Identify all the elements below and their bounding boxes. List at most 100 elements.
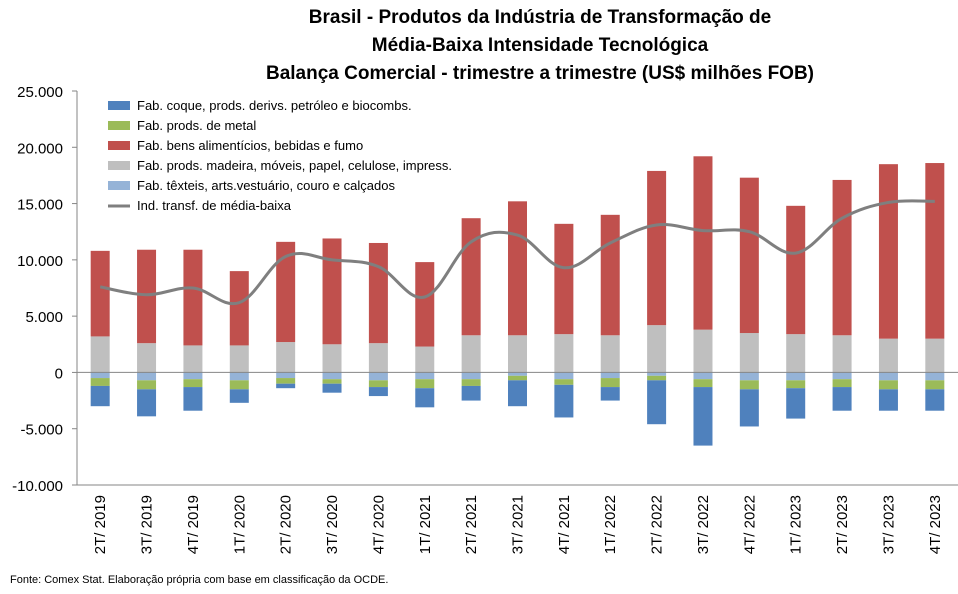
bar-segment [693, 156, 713, 330]
legend-label: Ind. transf. de média-baixa [137, 198, 292, 213]
legend-swatch [108, 141, 130, 150]
legend-swatch [108, 161, 130, 170]
bar-segment [647, 170, 667, 326]
bar-segment [739, 333, 759, 373]
legend-label: Fab. têxteis, arts.vestuário, couro e ca… [137, 178, 395, 193]
x-tick-label: 4T/ 2022 [741, 495, 758, 554]
y-tick-label: 15.000 [17, 197, 63, 214]
bar-segment [368, 387, 388, 397]
bar-segment [786, 334, 806, 373]
x-tick-label: 4T/ 2023 [927, 495, 944, 554]
source-note: Fonte: Comex Stat. Elaboração própria co… [10, 574, 389, 586]
x-tick-label: 3T/ 2020 [324, 495, 341, 554]
bar-segment [693, 372, 713, 380]
chart-title-line-1: Brasil - Produtos da Indústria de Transf… [308, 7, 772, 28]
bar-segment [415, 262, 435, 347]
bar-segment [183, 372, 203, 380]
bar-segment [647, 372, 667, 376]
bar-segment [229, 271, 249, 346]
bar-segment [925, 372, 945, 381]
bar-segment [739, 372, 759, 381]
bar-segment [786, 388, 806, 419]
x-tick-label: 3T/ 2021 [510, 495, 527, 554]
bar-segment [461, 385, 481, 401]
x-tick-label: 3T/ 2022 [695, 495, 712, 554]
bar-segment [229, 345, 249, 373]
chart-title-line-2: Média-Baixa Intensidade Tecnológica [371, 35, 709, 56]
legend-swatch [108, 101, 130, 110]
y-tick-label: 5.000 [25, 309, 63, 326]
bar-segment [508, 375, 527, 381]
bar-segment [508, 335, 527, 373]
bar-segment [786, 372, 806, 381]
bar-segment [786, 380, 806, 389]
bar-segment [415, 388, 435, 408]
x-tick-label: 4T/ 2020 [370, 495, 387, 554]
legend-swatch [108, 121, 130, 130]
x-tick-label: 1T/ 2020 [231, 495, 248, 554]
bar-segment [600, 378, 620, 388]
legend-label: Fab. coque, prods. derivs. petróleo e bi… [137, 98, 412, 113]
bar-segment [368, 343, 388, 373]
x-tick-label: 2T/ 2022 [649, 495, 666, 554]
bar-segment [415, 372, 435, 380]
bar-segment [832, 387, 852, 411]
bar-segment [137, 343, 157, 373]
bar-segment [878, 380, 898, 390]
y-tick-label: 20.000 [17, 140, 63, 157]
bar-segment [322, 344, 342, 373]
chart-title-line-3: Balança Comercial - trimestre a trimestr… [265, 63, 815, 84]
bar-segment [461, 379, 481, 386]
x-tick-label: 2T/ 2020 [278, 495, 295, 554]
bar-segment [693, 379, 713, 388]
x-tick-label: 4T/ 2019 [185, 495, 202, 554]
bar-segment [137, 249, 157, 344]
bar-segment [693, 329, 713, 373]
bar-segment [461, 335, 481, 373]
bar-segment [647, 325, 667, 373]
y-tick-label: -5.000 [20, 422, 63, 439]
line-ind-transf [99, 199, 935, 306]
bar-segment [137, 372, 157, 381]
legend-label: Fab. bens alimentícios, bebidas e fumo [137, 138, 363, 153]
legend-label: Fab. prods. de metal [137, 118, 256, 133]
bar-segment [322, 238, 342, 345]
bar-segment [183, 345, 203, 373]
bar-segment [90, 385, 110, 407]
bar-segment [925, 338, 945, 373]
bar-segment [368, 242, 388, 344]
bar-segment [368, 372, 388, 381]
y-tick-label: 10.000 [17, 253, 63, 270]
x-tick-label: 3T/ 2019 [139, 495, 156, 554]
bar-segment [137, 380, 157, 390]
bar-segment [832, 379, 852, 388]
bar-segment [739, 380, 759, 390]
bar-segment [276, 241, 296, 343]
y-tick-label: -10.000 [12, 478, 63, 495]
bar-segment [600, 387, 620, 401]
bar-segment [925, 380, 945, 390]
legend-label: Fab. prods. madeira, móveis, papel, celu… [137, 158, 452, 173]
bar-segment [878, 372, 898, 381]
bar-segment [508, 201, 527, 336]
bar-segment [229, 380, 249, 390]
bar-segment [368, 380, 388, 388]
bar-segment [415, 346, 435, 373]
bar-segment [600, 372, 620, 379]
bar-segment [276, 383, 296, 389]
x-tick-label: 2T/ 2023 [834, 495, 851, 554]
bar-segment [137, 389, 157, 417]
bar-segment [600, 214, 620, 336]
bar-segment [693, 387, 713, 446]
bar-segment [832, 179, 852, 336]
bar-segment [554, 379, 574, 385]
bar-segment [461, 372, 481, 380]
bar-segment [739, 389, 759, 427]
bar-segment [832, 335, 852, 373]
bar-segment [90, 378, 110, 386]
x-tick-label: 3T/ 2023 [880, 495, 897, 554]
bar-segment [322, 379, 342, 384]
bar-segment [461, 218, 481, 336]
bar-segment [878, 164, 898, 339]
